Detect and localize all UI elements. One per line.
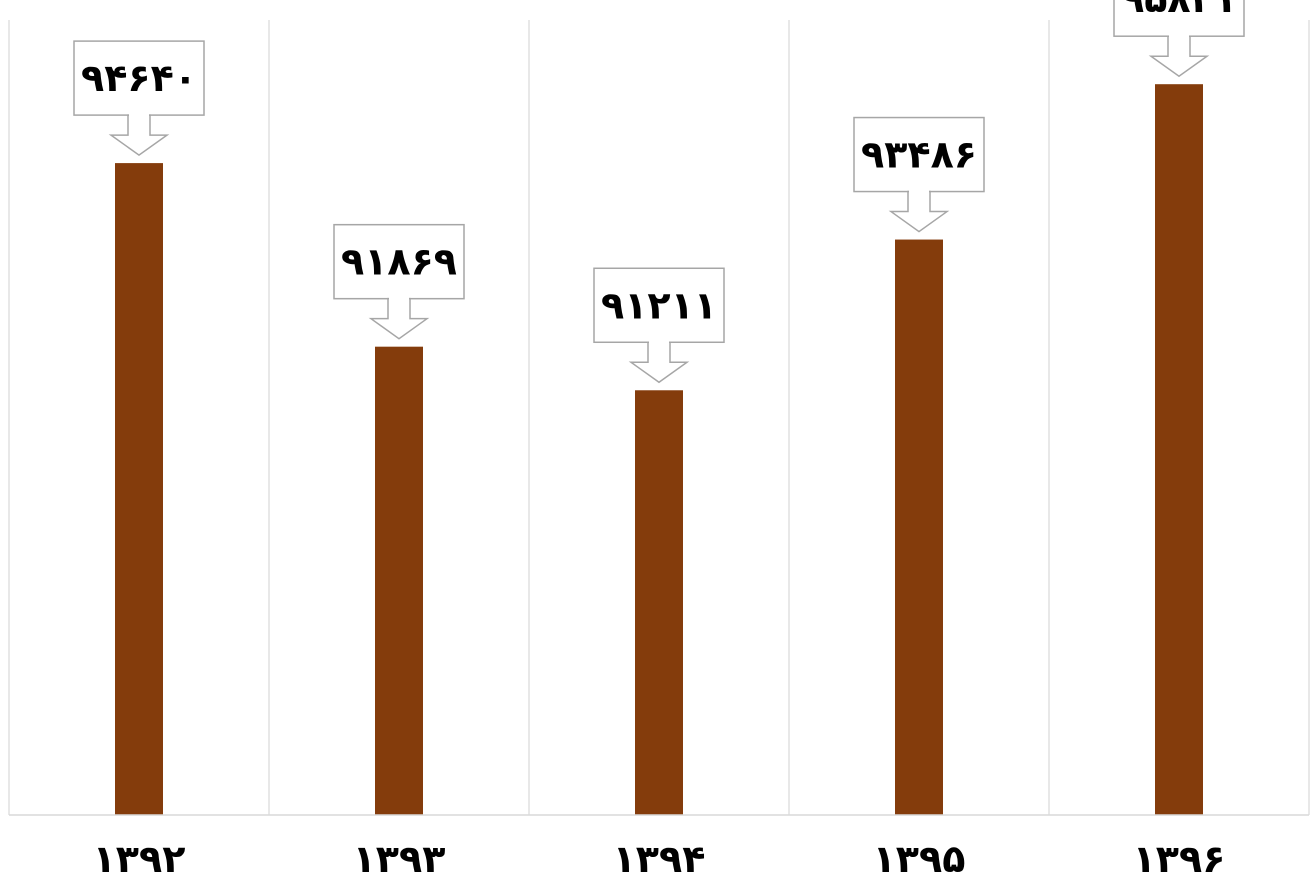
callout-arrow xyxy=(368,297,430,340)
callout-arrow xyxy=(628,341,690,384)
gridlines xyxy=(8,20,1310,815)
bar xyxy=(895,239,943,816)
x-axis-tick-labels: ۱۳۹۲ ۱۳۹۳ ۱۳۹۴ ۱۳۹۵ ۱۳۹۶ xyxy=(93,837,1226,881)
data-label-callout: ۹۱۸۶۹ xyxy=(333,223,465,340)
x-tick-label: ۱۳۹۵ xyxy=(873,837,966,881)
bar xyxy=(115,163,163,816)
data-label: ۹۱۲۱۱ xyxy=(601,283,717,327)
bar xyxy=(635,390,683,815)
callout-box xyxy=(593,267,725,344)
callout-arrow xyxy=(108,114,170,157)
callout-arrow xyxy=(1148,35,1210,78)
x-tick-label: ۱۳۹۴ xyxy=(613,837,706,881)
data-label: ۹۴۶۴۰ xyxy=(81,56,197,100)
bars xyxy=(115,84,1203,816)
x-tick-label: ۱۳۹۳ xyxy=(353,837,446,881)
x-tick-label: ۱۳۹۲ xyxy=(93,837,186,881)
bar xyxy=(375,346,423,815)
data-label-callout: ۹۱۲۱۱ xyxy=(593,267,725,384)
data-label-callout: ۹۵۸۳۱ xyxy=(1113,0,1245,78)
callout-box xyxy=(333,223,465,300)
data-label: ۹۱۸۶۹ xyxy=(341,240,457,284)
data-label: ۹۳۴۸۶ xyxy=(861,133,977,177)
bar xyxy=(1155,84,1203,816)
data-label-callouts: ۹۴۶۴۰ ۹۱۸۶۹ ۹۱۲۱۱ ۹۳۴۸۶ ۹۵۸۳۱ xyxy=(73,0,1245,384)
data-label-callout: ۹۳۴۸۶ xyxy=(853,116,985,233)
x-tick-label: ۱۳۹۶ xyxy=(1133,837,1226,881)
data-label-callout: ۹۴۶۴۰ xyxy=(73,40,205,157)
callout-arrow xyxy=(888,190,950,233)
data-label: ۹۵۸۳۱ xyxy=(1121,0,1237,21)
